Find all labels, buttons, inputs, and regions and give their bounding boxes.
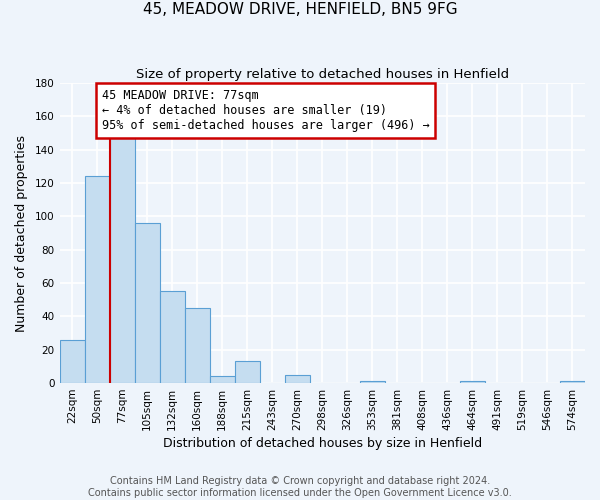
Bar xyxy=(360,382,385,383)
Bar xyxy=(185,308,209,383)
Text: 45, MEADOW DRIVE, HENFIELD, BN5 9FG: 45, MEADOW DRIVE, HENFIELD, BN5 9FG xyxy=(143,2,457,18)
Y-axis label: Number of detached properties: Number of detached properties xyxy=(15,134,28,332)
Title: Size of property relative to detached houses in Henfield: Size of property relative to detached ho… xyxy=(136,68,509,80)
Bar xyxy=(110,138,134,383)
Bar xyxy=(285,374,310,383)
Bar xyxy=(160,292,185,383)
Bar xyxy=(209,376,235,383)
Bar xyxy=(235,362,260,383)
Bar xyxy=(460,382,485,383)
Bar xyxy=(59,340,85,383)
Text: 45 MEADOW DRIVE: 77sqm
← 4% of detached houses are smaller (19)
95% of semi-deta: 45 MEADOW DRIVE: 77sqm ← 4% of detached … xyxy=(101,89,430,132)
Text: Contains HM Land Registry data © Crown copyright and database right 2024.
Contai: Contains HM Land Registry data © Crown c… xyxy=(88,476,512,498)
X-axis label: Distribution of detached houses by size in Henfield: Distribution of detached houses by size … xyxy=(163,437,482,450)
Bar xyxy=(134,223,160,383)
Bar xyxy=(85,176,110,383)
Bar xyxy=(560,382,585,383)
